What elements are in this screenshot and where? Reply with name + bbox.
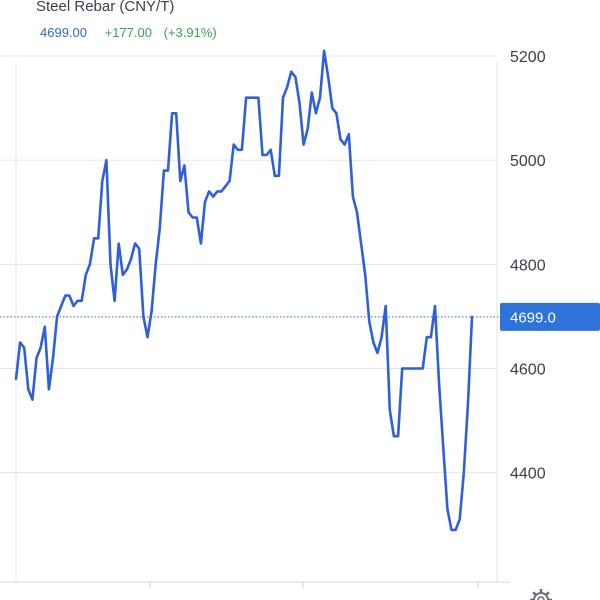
current-price-tag-label: 4699.0: [510, 309, 556, 326]
y-tick-label-4400: 4400: [510, 466, 546, 483]
y-tick-label-5200: 5200: [510, 49, 546, 66]
last-price: 4699.00: [40, 25, 87, 40]
current-price-tag-background: [500, 302, 600, 331]
x-axis-tick-marks: [149, 582, 479, 588]
current-price-tag: 4699.0: [500, 302, 600, 331]
y-axis-ticks: 4400 4600 4800 5000 5200: [510, 49, 546, 483]
chart-title: Steel Rebar (CNY/T): [36, 0, 175, 15]
grid-lines: [0, 55, 498, 582]
gear-icon-hub: [537, 596, 545, 600]
y-tick-label-4800: 4800: [510, 257, 546, 274]
gear-icon-teeth: [530, 589, 552, 600]
quote-row: 4699.00 +177.00 (+3.91%): [40, 25, 217, 40]
price-change: +177.00: [104, 25, 152, 40]
gear-icon[interactable]: [530, 589, 552, 600]
price-change-percent: (+3.91%): [163, 25, 217, 40]
y-tick-label-4600: 4600: [510, 361, 546, 378]
y-tick-label-5000: 5000: [510, 153, 546, 170]
gear-icon-ring: [533, 592, 549, 600]
price-series-line: [14, 49, 474, 532]
